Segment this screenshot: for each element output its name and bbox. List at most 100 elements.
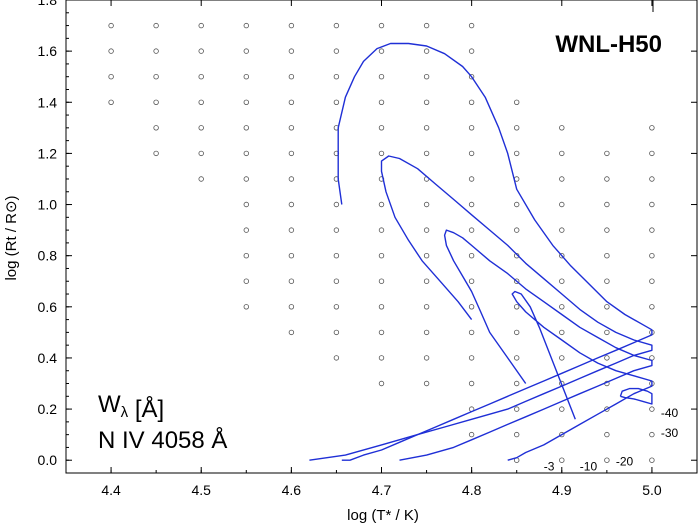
contour-label: -3: [544, 459, 555, 473]
grid-point: [378, 201, 385, 208]
grid-point: [649, 125, 655, 131]
grid-point: [333, 278, 340, 284]
grid-point: [514, 150, 520, 157]
grid-point: [333, 252, 340, 259]
grid-point: [288, 73, 295, 80]
grid-point: [333, 48, 340, 54]
grid-point: [423, 201, 430, 208]
grid-point: [514, 355, 520, 361]
grid-point: [153, 125, 159, 131]
contour-minus20: [399, 229, 653, 461]
contour-minus40: [619, 387, 653, 405]
grid-point: [378, 329, 385, 336]
grid-point: [423, 329, 430, 336]
grid-point: [378, 355, 385, 361]
grid-point: [243, 125, 249, 131]
grid-point: [288, 304, 295, 310]
grid-point: [514, 99, 520, 105]
grid-point: [333, 201, 340, 208]
grid-point: [559, 150, 565, 157]
model-title: WNL-H50: [555, 31, 662, 58]
grid-point: [468, 73, 475, 80]
contour-minus3: [337, 42, 653, 461]
grid-point: [559, 252, 565, 259]
grid-point: [108, 22, 114, 29]
annotation-line: N IV 4058 Å: [98, 426, 227, 454]
grid-point: [649, 150, 655, 157]
grid-point: [423, 304, 430, 310]
y-tick-label: 0.6: [38, 299, 58, 315]
grid-point: [333, 355, 340, 361]
grid-point: [378, 304, 385, 310]
grid-point: [243, 304, 249, 310]
grid-point: [333, 99, 340, 105]
grid-point: [378, 150, 385, 157]
x-axis-label: log (T* / K): [347, 507, 419, 524]
contour-labels: -3 -10 -20 -30 -40: [544, 406, 679, 474]
grid-point: [514, 304, 520, 310]
grid-point: [108, 73, 114, 80]
grid-point: [198, 176, 204, 182]
grid-point: [378, 252, 385, 259]
grid-point: [423, 125, 430, 131]
grid-point: [604, 431, 610, 438]
grid-point: [468, 22, 475, 29]
grid-point: [333, 73, 340, 80]
grid-point: [604, 329, 610, 336]
grid-point: [649, 457, 655, 463]
grid-point: [468, 252, 475, 259]
annotation-line: Wλ [Å]: [98, 391, 164, 423]
x-axis-ticks: 4.4 4.5 4.6 4.7 4.8 4.9 5.0: [65, 0, 698, 498]
grid-point: [604, 176, 610, 182]
grid-point: [514, 406, 520, 412]
grid-point: [468, 176, 475, 182]
grid-point: [378, 22, 385, 29]
grid-point: [378, 73, 385, 80]
grid-point: [288, 329, 295, 336]
grid-point: [153, 22, 159, 29]
contour-label: -10: [580, 459, 598, 473]
grid-point: [468, 304, 475, 310]
grid-point: [243, 278, 249, 284]
contour-label: -20: [616, 454, 634, 468]
grid-point: [378, 278, 385, 284]
y-axis-label: log (Rt / R⊙): [3, 195, 20, 280]
grid-point: [423, 380, 430, 387]
y-tick-label: 1.2: [38, 145, 58, 161]
grid-point: [423, 99, 430, 105]
grid-point: [288, 22, 295, 29]
y-tick-label: 0.8: [38, 248, 58, 264]
grid-point: [333, 22, 340, 29]
grid-point: [108, 48, 114, 54]
grid-point: [468, 201, 475, 208]
grid-point: [604, 201, 610, 208]
grid-point: [243, 48, 249, 54]
grid-point: [514, 278, 520, 284]
y-axis-ticks: 0.0 0.2 0.4 0.6 0.8 1.0 1.2 1.4 1.6 1.8: [38, 0, 697, 474]
grid-point: [243, 73, 249, 80]
grid-point: [468, 125, 475, 131]
grid-point: [153, 99, 159, 105]
grid-point: [243, 150, 249, 157]
grid-point: [604, 252, 610, 259]
contour-lines: [309, 42, 653, 461]
grid-point: [423, 73, 430, 80]
grid-point: [514, 125, 520, 131]
grid-point: [468, 48, 475, 54]
grid-point: [649, 176, 655, 182]
grid-point: [514, 329, 520, 336]
grid-point: [153, 48, 159, 54]
grid-point: [514, 201, 520, 208]
grid-point: [198, 150, 204, 157]
grid-point: [423, 150, 430, 157]
contour-minus10: [309, 155, 653, 461]
grid-point: [153, 150, 159, 157]
grid-point: [649, 252, 655, 259]
contour-label: -40: [661, 406, 679, 420]
grid-point: [288, 150, 295, 157]
grid-point: [559, 355, 565, 361]
grid-point: [288, 201, 295, 208]
grid-point: [468, 278, 475, 284]
grid-point: [514, 431, 520, 438]
